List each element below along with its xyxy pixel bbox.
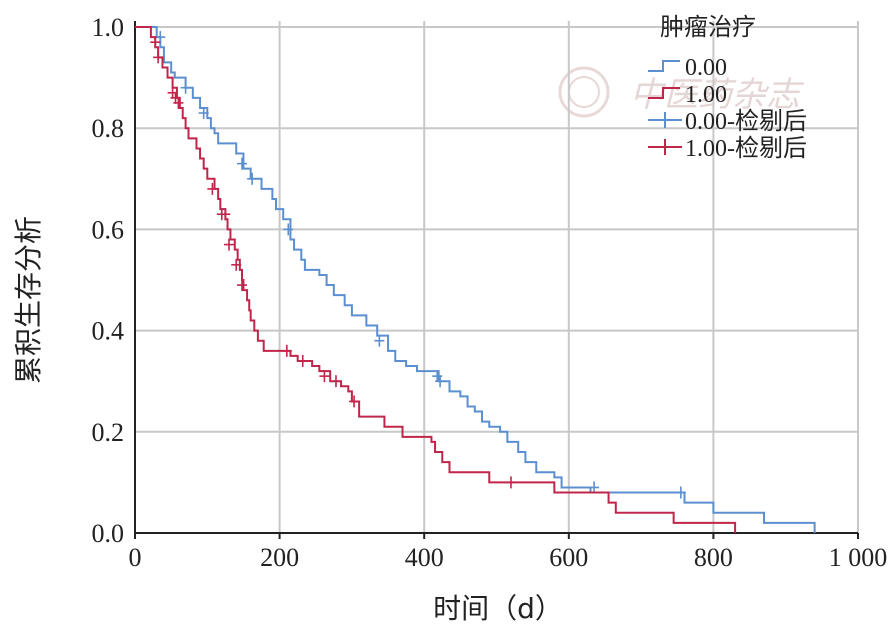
legend-item: 1.00 xyxy=(648,82,727,108)
y-tick-label: 0.4 xyxy=(92,317,125,346)
legend-title: 肿瘤治疗 xyxy=(660,13,756,41)
legend-label: 1.00 xyxy=(685,82,727,108)
legend-item: 0.00 xyxy=(648,55,727,81)
censor-mark xyxy=(220,208,231,221)
censor-mark xyxy=(283,223,294,236)
survival-step-line-0.00 xyxy=(135,26,816,533)
censor-mark xyxy=(237,279,248,292)
y-tick-label: 0.8 xyxy=(92,114,125,143)
y-tick-label: 0.6 xyxy=(92,215,125,244)
watermark-seal-inner-icon xyxy=(568,76,600,108)
censor-mark xyxy=(231,258,242,271)
y-axis-title: 累积生存分析 xyxy=(12,216,45,384)
censor-mark xyxy=(505,476,516,489)
y-tick-label: 1.0 xyxy=(92,13,125,42)
censor-mark xyxy=(198,107,209,120)
censor-mark xyxy=(319,370,330,383)
x-axis-title: 时间（d） xyxy=(433,592,563,625)
censor-mark xyxy=(435,375,446,388)
censor-mark xyxy=(150,36,161,49)
x-tick-label: 1 000 xyxy=(829,543,888,572)
censor-mark xyxy=(675,486,686,499)
legend-label: 1.00-检剔后 xyxy=(685,135,807,162)
watermark-text: 中医药杂志 xyxy=(630,75,805,115)
censor-mark xyxy=(237,157,248,170)
legend-label: 0.00 xyxy=(685,55,727,81)
censor-mark xyxy=(173,96,184,109)
legend-step-icon xyxy=(648,87,680,99)
censor-mark xyxy=(155,31,166,44)
legend-step-icon xyxy=(648,60,680,72)
censor-mark xyxy=(207,182,218,195)
axes: 0 200 400 600 800 1 000 0.0 0.2 0.4 0.6 0.8 1.0 xyxy=(92,13,888,572)
grid xyxy=(135,21,859,533)
series-1.00 xyxy=(135,26,737,533)
censor-mark xyxy=(223,238,234,251)
y-tick-label: 0.2 xyxy=(92,418,125,447)
survival-step-line-1.00 xyxy=(135,26,737,533)
censor-mark xyxy=(589,481,600,494)
censor-mark xyxy=(330,375,341,388)
censor-mark xyxy=(180,81,191,94)
censor-mark xyxy=(374,334,385,347)
series-layer xyxy=(135,26,816,533)
censor-mark xyxy=(153,51,164,64)
legend-label: 0.00-检剔后 xyxy=(685,108,807,135)
censor-mark xyxy=(349,395,360,408)
x-tick-label: 800 xyxy=(694,543,733,572)
x-tick-label: 200 xyxy=(260,543,299,572)
legend-item: 0.00-检剔后 xyxy=(648,108,807,135)
journal-watermark: 中医药杂志 xyxy=(558,66,805,118)
censor-mark xyxy=(281,344,292,357)
censor-mark xyxy=(297,354,308,367)
legend-item: 1.00-检剔后 xyxy=(648,135,807,162)
watermark-seal-icon xyxy=(558,66,610,118)
x-tick-label: 0 xyxy=(129,543,142,572)
y-tick-label: 0.0 xyxy=(92,519,125,548)
x-tick-label: 600 xyxy=(549,543,588,572)
x-tick-label: 400 xyxy=(405,543,444,572)
series-0.00 xyxy=(135,26,816,533)
censor-mark xyxy=(247,172,258,185)
